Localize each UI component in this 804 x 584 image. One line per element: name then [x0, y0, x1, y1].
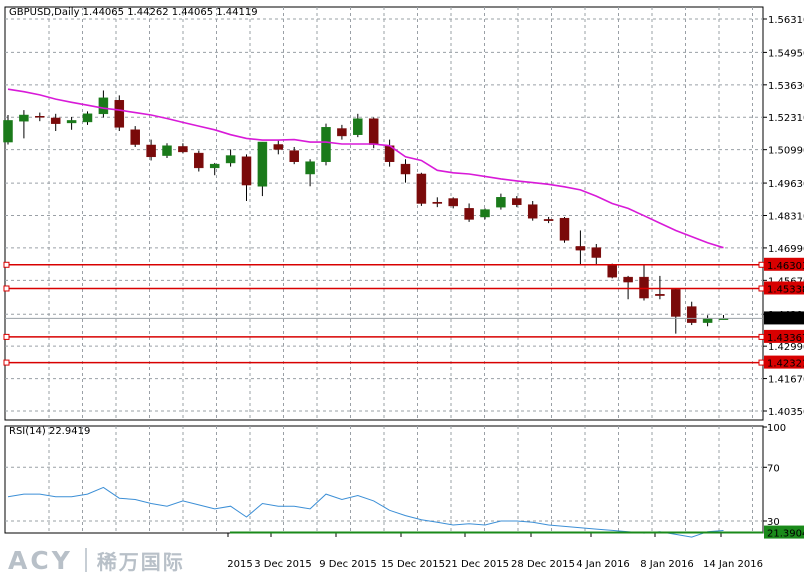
level-label: 1.46303 [767, 261, 804, 272]
x-tick-label: 9 Dec 2015 [319, 559, 377, 570]
y-tick-label: 1.50990 [768, 146, 804, 157]
level-marker-left [3, 285, 10, 292]
x-tick-label: 28 Dec 2015 [511, 559, 575, 570]
rsi-title: RSI(14) 22.9419 [9, 426, 90, 437]
x-tick-label: 2015 [227, 559, 252, 570]
y-tick-label: 1.46990 [768, 244, 804, 255]
bull-candle [162, 145, 172, 156]
x-tick-label: 8 Jan 2016 [640, 559, 694, 570]
bear-candle [416, 173, 427, 204]
bear-candle [289, 150, 299, 162]
level-marker-right [758, 285, 765, 292]
bear-candle [559, 217, 570, 241]
bear-candle [607, 264, 617, 278]
bear-candle [432, 201, 443, 204]
bear-candle [400, 163, 411, 175]
rsi-level-label: 21.3904 [767, 529, 804, 540]
bear-candle [337, 128, 347, 137]
bear-candle [241, 156, 252, 186]
y-tick-label: 1.52310 [768, 113, 804, 124]
level-marker-left [3, 333, 10, 340]
moving-average-line [7, 88, 724, 249]
bear-candle [178, 146, 188, 153]
bull-candle [225, 155, 236, 164]
level-label: 1.43367 [767, 333, 804, 344]
bull-candle [98, 97, 109, 115]
bear-candle [273, 144, 284, 150]
bear-candle [639, 276, 649, 299]
bull-candle [209, 163, 220, 169]
bear-candle [50, 117, 61, 124]
bear-candle [368, 118, 379, 145]
bear-candle [655, 294, 665, 296]
bear-candle [671, 289, 681, 317]
bear-candle [512, 198, 522, 205]
level-label-bg [764, 355, 804, 369]
rsi-line [7, 486, 724, 538]
bear-candle [623, 276, 633, 283]
bear-candle [575, 246, 586, 251]
bull-candle [257, 141, 268, 187]
bear-candle [114, 100, 125, 128]
bear-candle [686, 306, 697, 323]
bear-candle [35, 116, 45, 118]
y-tick-label: 1.53630 [768, 81, 804, 92]
x-tick-label: 21 Dec 2015 [445, 559, 509, 570]
bull-candle [496, 197, 506, 208]
level-marker-left [3, 359, 10, 366]
level-marker-left [3, 261, 10, 268]
y-tick-label: 1.40350 [768, 407, 804, 418]
level-label-bg [764, 329, 804, 343]
bull-candle [321, 127, 331, 162]
rsi-y-tick-label: 30 [767, 517, 780, 528]
y-tick-label: 1.41670 [768, 375, 804, 386]
rsi-level-bg [764, 525, 804, 539]
level-label-bg [764, 257, 804, 271]
bull-candle [353, 118, 363, 135]
bull-candle [3, 120, 13, 143]
acy-logo: ACY 稀万国际 [8, 545, 185, 575]
current-price-bg [764, 311, 804, 325]
y-tick-label: 1.42990 [768, 342, 804, 353]
level-marker-right [758, 333, 765, 340]
level-label: 1.45338 [767, 284, 804, 295]
y-tick-label: 1.54950 [768, 48, 804, 59]
bull-candle [19, 114, 29, 122]
bear-candle [527, 204, 538, 219]
x-tick-label: 14 Jan 2016 [703, 559, 763, 570]
bull-candle [82, 113, 93, 123]
chart-header: GBPUSD,Daily 1.44065 1.44262 1.44065 1.4… [9, 7, 258, 18]
rsi-y-tick-label: 70 [767, 463, 780, 474]
rsi-y-tick-label: 100 [767, 423, 786, 434]
y-tick-label: 1.48310 [768, 211, 804, 222]
bull-candle [305, 161, 315, 175]
x-tick-label: 3 Dec 2015 [254, 559, 312, 570]
level-marker-right [758, 261, 765, 268]
y-tick-label: 1.49630 [768, 179, 804, 190]
bear-candle [130, 129, 140, 145]
logo-brand: ACY [8, 545, 73, 575]
y-tick-label: 1.56310 [768, 15, 804, 26]
level-marker-right [758, 359, 765, 366]
bear-candle [591, 247, 602, 258]
bear-candle [543, 219, 554, 221]
x-tick-label: 4 Jan 2016 [576, 559, 630, 570]
bull-candle [66, 120, 77, 124]
x-tick-label: 15 Dec 2015 [381, 559, 445, 570]
logo-separator [84, 548, 87, 572]
level-label-bg [764, 281, 804, 295]
current-price-label: 1.44119 [767, 314, 804, 325]
bear-candle [464, 208, 474, 220]
bear-candle [194, 152, 204, 169]
bear-candle [448, 198, 458, 207]
logo-chinese: 稀万国际 [96, 549, 185, 574]
bear-candle [146, 144, 156, 158]
bull-candle [702, 318, 713, 323]
bull-candle [480, 209, 490, 218]
